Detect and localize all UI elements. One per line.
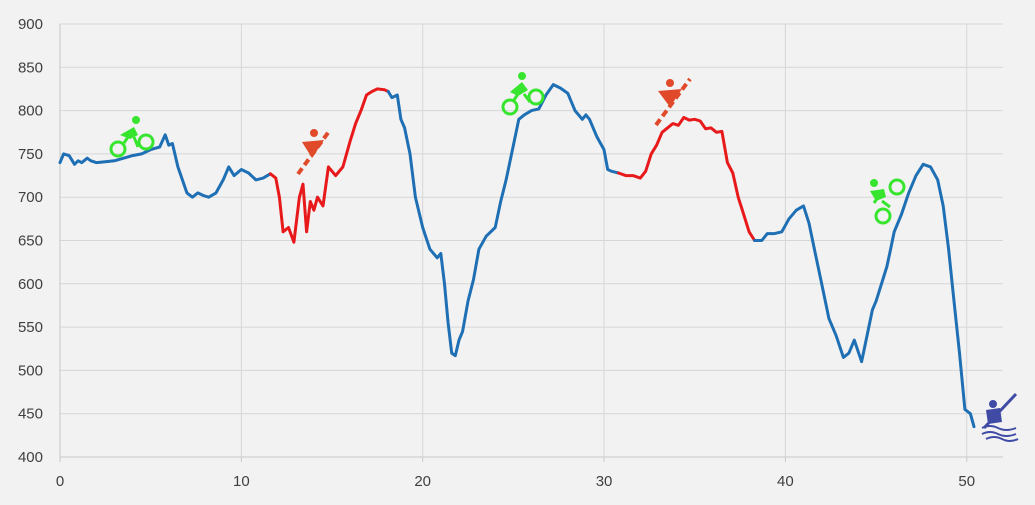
icon-layer [109,72,1019,442]
series-line-flat [58,133,272,199]
y-tick-label: 450 [18,406,43,423]
x-tick-label: 50 [958,473,975,490]
series-layer [58,83,976,429]
x-tick-label: 0 [56,473,64,490]
kayak-icon [981,392,1019,442]
y-tick-label: 850 [18,59,43,76]
climb-icon [296,128,332,176]
series-line-climb [268,87,390,244]
y-tick-label: 500 [18,362,43,379]
y-tick-label: 900 [18,16,43,33]
x-tick-label: 40 [777,473,794,490]
y-tick-label: 400 [18,449,43,466]
axis-layer: 400 450 500 550 600 650 700 750 800 850 900 0 10 20 30… [18,16,975,490]
bike-icon [501,72,545,116]
series-line-flat [753,162,976,429]
y-tick-label: 650 [18,233,43,250]
y-tick-label: 550 [18,319,43,336]
grid-layer [59,23,1003,458]
climb-icon [654,77,692,127]
x-tick-label: 10 [233,473,250,490]
y-tick-label: 600 [18,276,43,293]
series-line-climb [617,116,757,242]
y-tick-label: 700 [18,189,43,206]
bike-icon [870,178,906,225]
y-tick-label: 800 [18,103,43,120]
bike-icon [109,116,155,158]
x-tick-label: 20 [414,473,431,490]
y-tick-label: 750 [18,146,43,163]
series-line-flat [386,83,620,358]
x-tick-label: 30 [596,473,613,490]
